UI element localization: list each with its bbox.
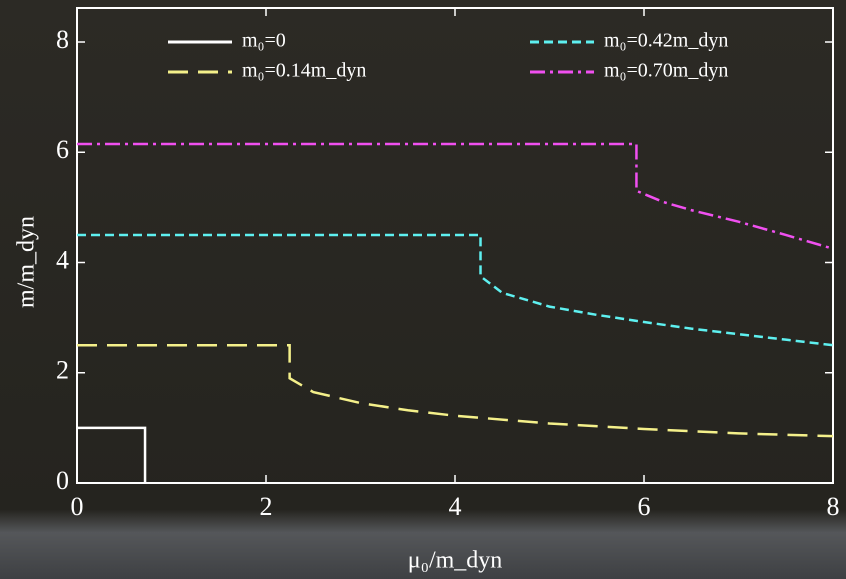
legend-label: m₀=0.70m_dyn	[604, 60, 728, 82]
y-tick-label: 2	[56, 356, 69, 385]
chart: μ₀/m_dyn m/m_dyn 0 2 4 6 8 0 2 4 6 8 m₀=0 m₀=0.14m_…	[0, 0, 846, 579]
legend-label: m₀=0	[242, 30, 286, 52]
x-axis-label: μ₀/m_dyn	[408, 548, 503, 574]
legend-label: m₀=0.42m_dyn	[604, 30, 728, 52]
y-tick-label: 4	[56, 245, 69, 274]
background	[0, 0, 846, 579]
x-tick-label: 0	[71, 492, 84, 521]
y-tick-label: 0	[56, 466, 69, 495]
y-axis-label: m/m_dyn	[14, 216, 40, 308]
y-tick-label: 6	[56, 135, 69, 164]
x-tick-label: 8	[827, 492, 840, 521]
legend-label: m₀=0.14m_dyn	[242, 60, 366, 82]
x-tick-label: 4	[449, 492, 462, 521]
y-tick-label: 8	[56, 25, 69, 54]
x-tick-label: 2	[260, 492, 273, 521]
x-tick-label: 6	[638, 492, 651, 521]
